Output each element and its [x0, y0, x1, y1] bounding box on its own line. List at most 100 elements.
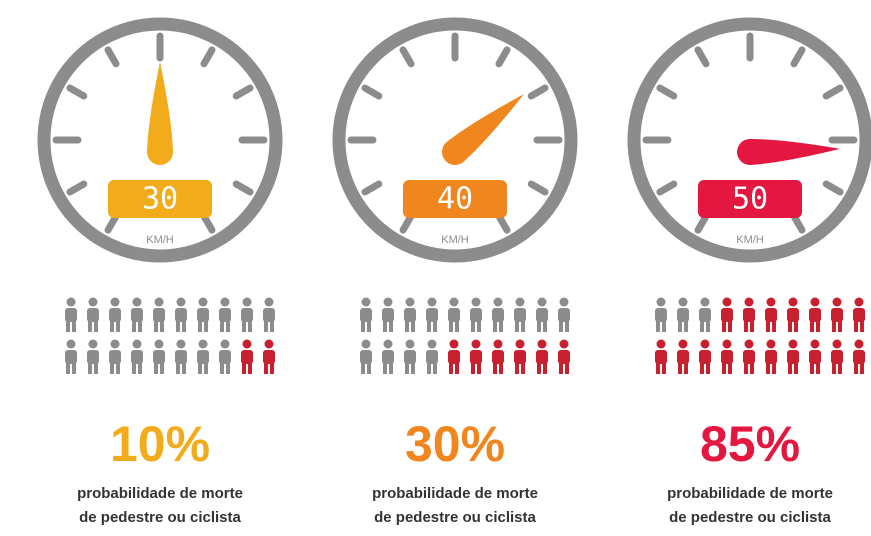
person-head	[472, 298, 481, 307]
person-head	[516, 298, 525, 307]
person-leg	[772, 362, 776, 374]
person-head	[67, 298, 76, 307]
person-body	[360, 308, 372, 322]
person-leg	[405, 362, 409, 374]
person-leg	[72, 320, 76, 332]
person-body	[514, 308, 526, 322]
person-body	[558, 308, 570, 322]
page: 30KM/H10%probabilidade de mortede pedest…	[0, 0, 871, 536]
person-head	[745, 340, 754, 349]
person-body	[470, 308, 482, 322]
person-body	[263, 308, 275, 322]
person-body	[241, 308, 253, 322]
person-icon	[65, 340, 77, 375]
person-leg	[684, 320, 688, 332]
person-leg	[361, 362, 365, 374]
person-leg	[455, 320, 459, 332]
person-leg	[116, 320, 120, 332]
person-leg	[816, 362, 820, 374]
person-leg	[220, 320, 224, 332]
person-leg	[565, 320, 569, 332]
person-leg	[242, 362, 246, 374]
person-head	[133, 298, 142, 307]
person-head	[679, 340, 688, 349]
person-head	[657, 340, 666, 349]
person-body	[677, 350, 689, 364]
caption-line: probabilidade de morte	[372, 485, 538, 502]
person-leg	[160, 320, 164, 332]
gauge-tick	[531, 184, 545, 192]
person-head	[494, 340, 503, 349]
person-body	[404, 308, 416, 322]
panel: 40KM/H30%probabilidade de mortede pedest…	[339, 24, 571, 526]
person-icon	[677, 298, 689, 333]
person-head	[789, 340, 798, 349]
person-body	[765, 350, 777, 364]
person-head	[177, 340, 186, 349]
person-icon	[263, 340, 275, 375]
person-leg	[722, 362, 726, 374]
person-leg	[700, 320, 704, 332]
person-leg	[204, 320, 208, 332]
panel: 50KM/H85%probabilidade de mortede pedest…	[634, 24, 866, 526]
gauge-tick	[826, 88, 840, 96]
person-icon	[787, 340, 799, 375]
person-body	[131, 308, 143, 322]
person-head	[89, 340, 98, 349]
person-icon	[109, 340, 121, 375]
person-leg	[116, 362, 120, 374]
gauge-tick	[698, 50, 706, 64]
person-head	[111, 298, 120, 307]
person-body	[65, 350, 77, 364]
person-body	[109, 308, 121, 322]
person-icon	[743, 298, 755, 333]
gauge-tick	[403, 50, 411, 64]
person-body	[153, 350, 165, 364]
gauge-tick	[108, 216, 116, 230]
person-body	[241, 350, 253, 364]
person-icon	[360, 340, 372, 375]
person-leg	[405, 320, 409, 332]
person-body	[360, 350, 372, 364]
person-leg	[154, 362, 158, 374]
person-leg	[750, 320, 754, 332]
person-icon	[197, 298, 209, 333]
person-head	[221, 298, 230, 307]
person-leg	[662, 320, 666, 332]
person-leg	[706, 320, 710, 332]
needle	[147, 62, 173, 165]
person-body	[197, 308, 209, 322]
person-head	[362, 298, 371, 307]
person-leg	[132, 320, 136, 332]
person-leg	[411, 362, 415, 374]
person-leg	[383, 362, 387, 374]
infographic: 30KM/H10%probabilidade de mortede pedest…	[0, 0, 871, 536]
person-leg	[264, 320, 268, 332]
person-leg	[94, 320, 98, 332]
person-icon	[219, 340, 231, 375]
person-leg	[449, 320, 453, 332]
person-leg	[543, 320, 547, 332]
speed-value: 40	[437, 182, 473, 217]
person-leg	[220, 362, 224, 374]
person-icon	[426, 298, 438, 333]
needle	[737, 136, 841, 166]
person-icon	[87, 298, 99, 333]
person-leg	[722, 320, 726, 332]
person-leg	[389, 362, 393, 374]
caption-line: de pedestre ou ciclista	[79, 509, 241, 526]
person-leg	[270, 362, 274, 374]
person-icon	[131, 298, 143, 333]
person-icon	[765, 298, 777, 333]
person-head	[221, 340, 230, 349]
gauge-tick	[204, 216, 212, 230]
person-leg	[854, 362, 858, 374]
person-leg	[411, 320, 415, 332]
person-leg	[72, 362, 76, 374]
person-head	[833, 298, 842, 307]
person-icon	[677, 340, 689, 375]
person-leg	[248, 362, 252, 374]
person-leg	[138, 362, 142, 374]
person-icon	[743, 340, 755, 375]
